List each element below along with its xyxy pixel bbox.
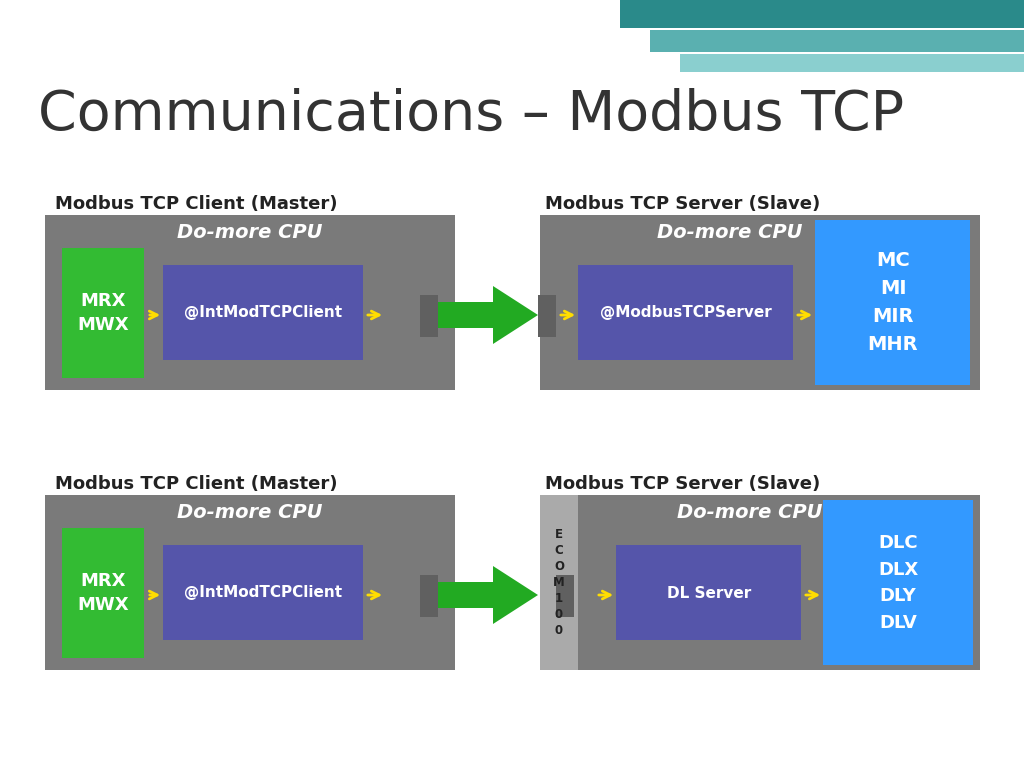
Text: Do-more CPU: Do-more CPU <box>177 502 323 521</box>
Bar <box>578 495 980 670</box>
Bar <box>163 545 362 640</box>
Text: Modbus TCP Server (Slave): Modbus TCP Server (Slave) <box>545 475 820 493</box>
Text: Communications – Modbus TCP: Communications – Modbus TCP <box>38 88 904 142</box>
Text: @IntModTCPClient: @IntModTCPClient <box>184 585 342 601</box>
Bar <box>438 302 493 328</box>
Polygon shape <box>493 286 538 344</box>
Bar <box>823 500 973 665</box>
Bar <box>538 295 556 337</box>
Bar <box>420 575 438 617</box>
Bar <box>578 265 793 360</box>
Polygon shape <box>493 566 538 624</box>
Text: @IntModTCPClient: @IntModTCPClient <box>184 306 342 320</box>
Bar <box>556 575 574 617</box>
Text: DLC
DLX
DLY
DLV: DLC DLX DLY DLV <box>878 535 919 631</box>
Bar <box>620 0 1024 28</box>
Bar <box>815 220 970 385</box>
Text: @ModbusTCPServer: @ModbusTCPServer <box>600 306 772 320</box>
Text: Modbus TCP Client (Master): Modbus TCP Client (Master) <box>55 195 338 213</box>
Bar <box>45 215 455 390</box>
Bar <box>540 495 578 670</box>
Text: Modbus TCP Client (Master): Modbus TCP Client (Master) <box>55 475 338 493</box>
Bar <box>650 30 1024 52</box>
Bar <box>163 265 362 360</box>
Bar <box>62 248 144 378</box>
Bar <box>62 528 144 658</box>
Text: MC
MI
MIR
MHR: MC MI MIR MHR <box>867 251 919 355</box>
Bar <box>438 582 493 608</box>
Text: MRX
MWX: MRX MWX <box>77 292 129 335</box>
Bar <box>45 495 455 670</box>
Text: MRX
MWX: MRX MWX <box>77 571 129 614</box>
Bar <box>616 545 801 640</box>
Text: Do-more CPU: Do-more CPU <box>177 223 323 241</box>
Text: DL Server: DL Server <box>667 585 752 601</box>
Text: Do-more CPU: Do-more CPU <box>657 223 803 241</box>
Text: Modbus TCP Server (Slave): Modbus TCP Server (Slave) <box>545 195 820 213</box>
Text: Do-more CPU: Do-more CPU <box>677 502 822 521</box>
Bar <box>540 215 980 390</box>
Text: E
C
O
M
1
0
0: E C O M 1 0 0 <box>553 528 565 637</box>
Bar <box>680 54 1024 72</box>
Bar <box>420 295 438 337</box>
